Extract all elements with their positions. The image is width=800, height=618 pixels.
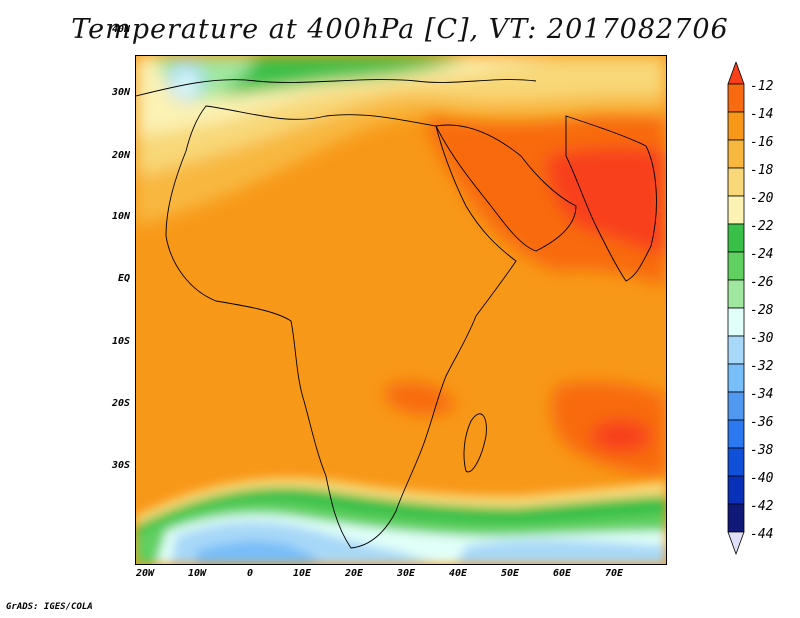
colorbar-box — [727, 475, 745, 505]
lon-label-40e: 40E — [448, 568, 468, 579]
colorbar-box — [727, 167, 745, 197]
colorbar-box — [727, 195, 745, 225]
colorbar — [727, 62, 745, 556]
colorbar-label: -26 — [750, 275, 774, 290]
colorbar-box — [727, 139, 745, 169]
arabia-coastline — [435, 124, 577, 252]
colorbar-label: -16 — [750, 135, 774, 150]
colorbar-label: -28 — [750, 303, 774, 318]
colorbar-label: -30 — [750, 331, 774, 346]
colorbar-bottom-triangle — [727, 531, 745, 556]
colorbar-label: -42 — [750, 499, 774, 514]
colorbar-label: -32 — [750, 359, 774, 374]
chart-title: Temperature at 400hPa [C], VT: 201708270… — [71, 14, 729, 45]
lat-label-30s: 30S — [111, 460, 130, 471]
lon-label-20e: 20E — [344, 568, 364, 579]
colorbar-box — [727, 111, 745, 141]
southern-cool-band — [136, 477, 666, 564]
mediterranean-coastline — [136, 79, 537, 97]
colorbar-label: -14 — [750, 107, 774, 122]
colorbar-label: -34 — [750, 387, 774, 402]
colorbar-label: -20 — [750, 191, 774, 206]
india-coastline — [565, 115, 657, 282]
colorbar-label: -36 — [750, 415, 774, 430]
colorbar-label: -40 — [750, 471, 774, 486]
colorbar-box — [727, 363, 745, 393]
lon-label-70e: 70E — [604, 568, 624, 579]
lat-label-20s: 20S — [111, 398, 130, 409]
coastlines — [136, 79, 657, 549]
lat-label-10s: 10S — [111, 336, 130, 347]
lat-label-10n: 10N — [111, 211, 130, 222]
colorbar-box — [727, 83, 745, 113]
colorbar-box — [727, 419, 745, 449]
warm-anomalies — [386, 116, 666, 476]
northern-cool-band — [136, 56, 666, 226]
colorbar-box — [727, 251, 745, 281]
colorbar-label: -12 — [750, 79, 774, 94]
colorbar-box — [727, 335, 745, 365]
map-canvas — [136, 56, 666, 564]
colorbar-top-triangle — [727, 62, 745, 85]
colorbar-box — [727, 503, 745, 533]
footer-credit: GrADS: IGES/COLA — [6, 602, 93, 612]
colorbar-box — [727, 307, 745, 337]
lon-label-50e: 50E — [500, 568, 520, 579]
colorbar-label: -44 — [750, 527, 774, 542]
colorbar-box — [727, 391, 745, 421]
lat-label-eq: EQ — [117, 273, 130, 284]
lon-label-30e: 30E — [396, 568, 416, 579]
lon-label-20w: 20W — [135, 568, 155, 579]
colorbar-box — [727, 223, 745, 253]
lat-label-40n: 40N — [111, 24, 130, 35]
temperature-map — [135, 55, 667, 565]
lat-label-20n: 20N — [111, 150, 130, 161]
lat-label-30n: 30N — [111, 87, 130, 98]
colorbar-label: -24 — [750, 247, 774, 262]
colorbar-label: -18 — [750, 163, 774, 178]
lon-label-0: 0 — [246, 568, 254, 579]
africa-coastline — [165, 105, 517, 549]
madagascar-coastline — [463, 413, 487, 473]
colorbar-box — [727, 279, 745, 309]
colorbar-label: -22 — [750, 219, 774, 234]
lon-label-10e: 10E — [292, 568, 312, 579]
lon-label-60e: 60E — [552, 568, 572, 579]
colorbar-box — [727, 447, 745, 477]
colorbar-label: -38 — [750, 443, 774, 458]
lon-label-10w: 10W — [187, 568, 207, 579]
